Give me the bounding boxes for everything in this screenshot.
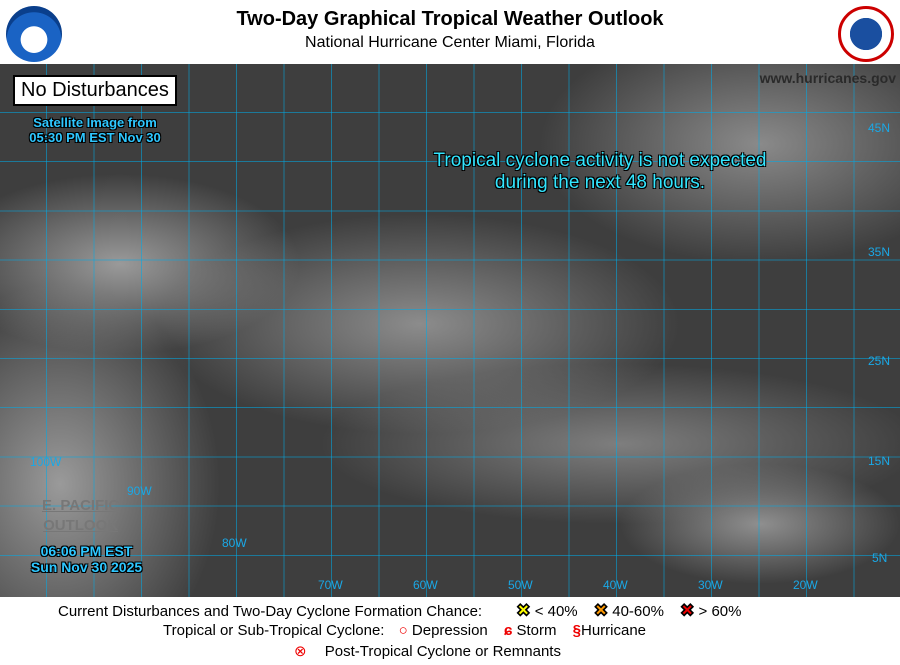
lat-lon-grid: [0, 64, 900, 597]
epac-line2: OUTLOOK: [43, 517, 119, 534]
legend-formation-row: Current Disturbances and Two-Day Cyclone…: [58, 601, 741, 621]
message-line2: during the next 48 hours.: [494, 172, 706, 193]
x-red-icon: ✖: [680, 601, 695, 621]
outlook-message: Tropical cyclone activity is not expecte…: [390, 150, 810, 194]
issued-line2: Sun Nov 30 2025: [30, 559, 143, 575]
lon-label: 90W: [127, 484, 152, 498]
storm-label: Storm: [516, 622, 557, 639]
formation-label: Current Disturbances and Two-Day Cyclone…: [58, 603, 483, 620]
issued-time: 06:06 PM EST Sun Nov 30 2025: [14, 543, 159, 575]
lat-label: 15N: [868, 454, 891, 468]
noaa-logo: [6, 6, 62, 62]
lon-label: 80W: [222, 536, 247, 550]
issued-line1: 06:06 PM EST: [40, 543, 133, 559]
lon-label: 60W: [413, 578, 438, 592]
lon-label: 20W: [793, 578, 818, 592]
chance-low: < 40%: [534, 603, 578, 620]
satellite-label: Satellite Image from 05:30 PM EST Nov 30: [10, 115, 180, 145]
chance-medium: 40-60%: [612, 603, 664, 620]
satellite-label-line1: Satellite Image from: [33, 115, 157, 130]
header: Two-Day Graphical Tropical Weather Outlo…: [0, 0, 900, 64]
website-link[interactable]: www.hurricanes.gov: [759, 70, 896, 86]
lat-label: 5N: [872, 551, 888, 565]
depression-label: Depression: [411, 622, 488, 639]
message-line1: Tropical cyclone activity is not expecte…: [433, 150, 767, 171]
lon-label: 100W: [30, 455, 62, 469]
legend-post-tropical-row: ⊗ Post-Tropical Cyclone or Remnants: [294, 642, 561, 660]
x-yellow-icon: ✖: [516, 601, 531, 621]
legend: Current Disturbances and Two-Day Cyclone…: [0, 597, 900, 665]
lon-label: 70W: [318, 578, 343, 592]
lon-label: 30W: [698, 578, 723, 592]
post-tropical-icon: ⊗: [294, 643, 307, 660]
status-box: No Disturbances: [13, 75, 177, 106]
satellite-map: No Disturbances Satellite Image from 05:…: [0, 64, 900, 597]
lat-label: 25N: [868, 354, 891, 368]
depression-icon: ○: [398, 622, 408, 639]
satellite-label-line2: 05:30 PM EST Nov 30: [29, 130, 161, 145]
lat-label: 35N: [868, 245, 891, 259]
epac-outlook-link[interactable]: E. PACIFIC OUTLOOK: [42, 496, 119, 536]
hurricane-label: Hurricane: [580, 622, 647, 639]
page-title: Two-Day Graphical Tropical Weather Outlo…: [236, 8, 664, 30]
hurricane-icon: §: [572, 622, 581, 639]
lon-label: 40W: [603, 578, 628, 592]
lon-label: 50W: [508, 578, 533, 592]
nws-logo: [838, 6, 894, 62]
epac-line1: E. PACIFIC: [42, 497, 120, 514]
lat-label: 45N: [868, 121, 891, 135]
cyclone-label: Tropical or Sub-Tropical Cyclone:: [163, 622, 385, 639]
chance-high: > 60%: [698, 603, 742, 620]
post-tropical-label: Post-Tropical Cyclone or Remnants: [324, 643, 561, 660]
storm-icon: ɕ: [503, 622, 513, 639]
x-orange-icon: ✖: [593, 601, 609, 621]
legend-cyclone-row: Tropical or Sub-Tropical Cyclone: ○ Depr…: [163, 622, 646, 639]
page-subtitle: National Hurricane Center Miami, Florida: [305, 34, 595, 51]
